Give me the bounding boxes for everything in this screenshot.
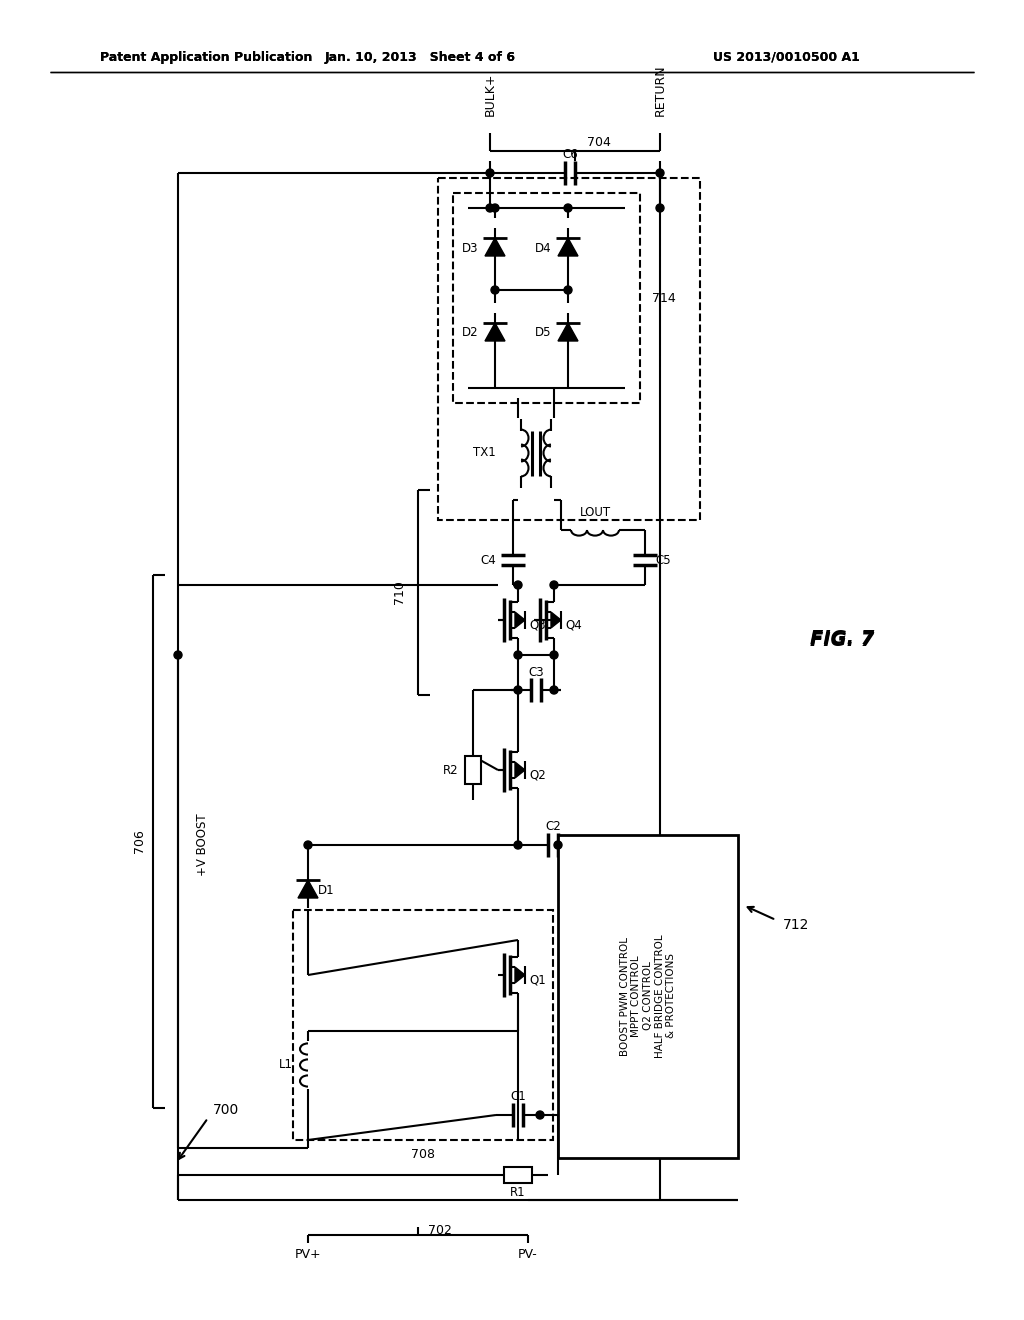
Text: C4: C4 xyxy=(480,553,496,566)
Polygon shape xyxy=(515,762,525,777)
Text: C2: C2 xyxy=(545,821,561,833)
Text: C5: C5 xyxy=(655,553,671,566)
Text: C3: C3 xyxy=(528,665,544,678)
Text: 712: 712 xyxy=(783,917,809,932)
Text: Q1: Q1 xyxy=(529,974,547,986)
Text: FIG. 7: FIG. 7 xyxy=(810,631,874,649)
Circle shape xyxy=(514,581,522,589)
Text: FIG. 7: FIG. 7 xyxy=(810,628,874,648)
Circle shape xyxy=(564,286,572,294)
Circle shape xyxy=(656,169,664,177)
Circle shape xyxy=(564,205,572,213)
Circle shape xyxy=(550,651,558,659)
Text: TX1: TX1 xyxy=(473,446,496,459)
Circle shape xyxy=(550,581,558,589)
Polygon shape xyxy=(515,968,525,983)
Circle shape xyxy=(490,286,499,294)
Text: LOUT: LOUT xyxy=(580,506,610,519)
Bar xyxy=(293,909,553,1140)
Polygon shape xyxy=(485,323,505,341)
Circle shape xyxy=(174,651,182,659)
Text: D1: D1 xyxy=(317,883,334,896)
Bar xyxy=(438,178,700,520)
Text: 704: 704 xyxy=(587,136,611,149)
Text: 706: 706 xyxy=(132,829,145,853)
Text: Q3: Q3 xyxy=(529,619,547,631)
Text: PV-: PV- xyxy=(518,1249,538,1262)
Text: R2: R2 xyxy=(443,763,459,776)
Bar xyxy=(558,836,738,1158)
Text: Patent Application Publication: Patent Application Publication xyxy=(100,50,312,63)
Text: 700: 700 xyxy=(213,1104,240,1117)
Text: US 2013/0010500 A1: US 2013/0010500 A1 xyxy=(713,50,860,63)
Text: C1: C1 xyxy=(510,1090,526,1104)
Text: R1: R1 xyxy=(510,1187,525,1200)
Polygon shape xyxy=(551,612,561,628)
Text: BULK+: BULK+ xyxy=(483,73,497,116)
Circle shape xyxy=(514,651,522,659)
Polygon shape xyxy=(515,612,525,628)
Circle shape xyxy=(550,686,558,694)
Text: D3: D3 xyxy=(462,242,478,255)
Text: 708: 708 xyxy=(411,1148,435,1162)
Text: 702: 702 xyxy=(428,1225,452,1238)
Text: Jan. 10, 2013   Sheet 4 of 6: Jan. 10, 2013 Sheet 4 of 6 xyxy=(325,50,515,63)
Text: D2: D2 xyxy=(462,326,478,339)
Polygon shape xyxy=(558,323,578,341)
Text: +V BOOST: +V BOOST xyxy=(196,813,209,876)
Circle shape xyxy=(490,205,499,213)
Bar xyxy=(504,1167,532,1183)
Circle shape xyxy=(554,841,562,849)
Circle shape xyxy=(536,1111,544,1119)
Bar xyxy=(465,756,481,784)
Bar xyxy=(453,193,640,403)
Text: Patent Application Publication: Patent Application Publication xyxy=(100,50,312,63)
Circle shape xyxy=(514,686,522,694)
Text: Q4: Q4 xyxy=(565,619,583,631)
Circle shape xyxy=(514,841,522,849)
Polygon shape xyxy=(485,238,505,256)
Text: RETURN: RETURN xyxy=(653,65,667,116)
Circle shape xyxy=(656,205,664,213)
Text: BOOST PWM CONTROL
MPPT CONTROL
Q2 CONTROL
HALF BRIDGE CONTROL
& PROTECTIONS: BOOST PWM CONTROL MPPT CONTROL Q2 CONTRO… xyxy=(620,935,676,1057)
Polygon shape xyxy=(558,238,578,256)
Text: US 2013/0010500 A1: US 2013/0010500 A1 xyxy=(713,50,860,63)
Circle shape xyxy=(304,841,312,849)
Circle shape xyxy=(486,169,494,177)
Text: PV+: PV+ xyxy=(295,1249,322,1262)
Text: 714: 714 xyxy=(652,292,676,305)
Circle shape xyxy=(486,205,494,213)
Text: L1: L1 xyxy=(279,1059,293,1072)
Text: Jan. 10, 2013   Sheet 4 of 6: Jan. 10, 2013 Sheet 4 of 6 xyxy=(325,50,515,63)
Text: D5: D5 xyxy=(535,326,551,339)
Text: 710: 710 xyxy=(393,579,407,605)
Text: D4: D4 xyxy=(535,242,551,255)
Text: Q2: Q2 xyxy=(529,768,547,781)
Text: C6: C6 xyxy=(562,149,578,161)
Polygon shape xyxy=(298,880,318,898)
